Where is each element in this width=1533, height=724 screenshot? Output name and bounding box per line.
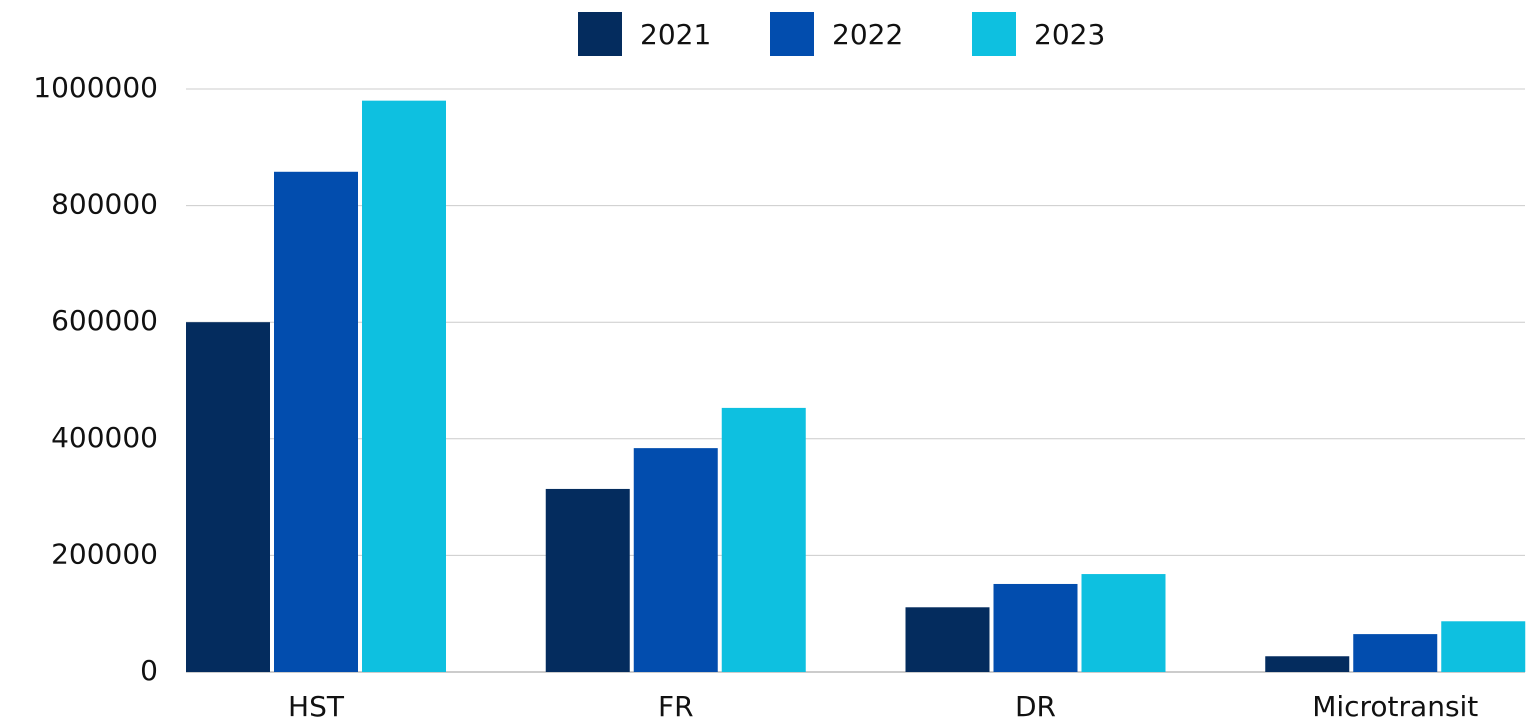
x-tick-label: HST xyxy=(288,690,345,723)
legend-swatch xyxy=(770,12,814,56)
bar xyxy=(1081,574,1166,672)
y-tick-label: 600000 xyxy=(51,304,158,337)
bar xyxy=(545,488,630,672)
y-tick-label: 800000 xyxy=(51,188,158,221)
bar xyxy=(1441,621,1526,672)
x-tick-label: FR xyxy=(658,690,694,723)
legend-label: 2022 xyxy=(832,18,903,51)
y-tick-label: 400000 xyxy=(51,421,158,454)
legend-label: 2023 xyxy=(1034,18,1105,51)
bar xyxy=(362,100,446,672)
y-tick-label: 0 xyxy=(140,654,158,687)
bar xyxy=(993,583,1078,672)
bar xyxy=(633,448,718,672)
bar xyxy=(186,322,270,672)
y-tick-label: 1000000 xyxy=(33,71,158,104)
legend-swatch xyxy=(972,12,1016,56)
bar xyxy=(1265,656,1350,672)
x-tick-label: Microtransit xyxy=(1312,690,1478,723)
x-tick-label: DR xyxy=(1015,690,1056,723)
legend-label: 2021 xyxy=(640,18,711,51)
bar xyxy=(1353,634,1438,672)
bar xyxy=(274,171,358,672)
legend-swatch xyxy=(578,12,622,56)
y-tick-label: 200000 xyxy=(51,537,158,570)
bar xyxy=(721,407,806,672)
bar xyxy=(905,607,990,672)
